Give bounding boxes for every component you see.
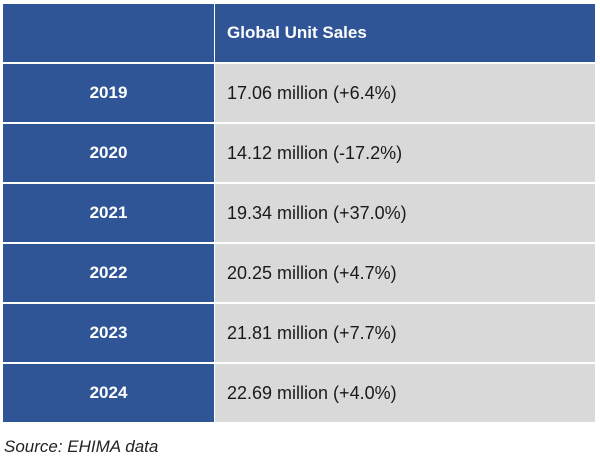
row-year-cell: 2024 (3, 364, 215, 424)
table-row: 2024 22.69 million (+4.0%) (3, 364, 596, 424)
table-row: 2021 19.34 million (+37.0%) (3, 184, 596, 244)
table-row: 2020 14.12 million (-17.2%) (3, 124, 596, 184)
sales-table: Global Unit Sales 2019 17.06 million (+6… (3, 4, 596, 424)
row-value-cell: 17.06 million (+6.4%) (215, 64, 596, 124)
row-year-cell: 2022 (3, 244, 215, 304)
row-value-cell: 22.69 million (+4.0%) (215, 364, 596, 424)
source-note: Source: EHIMA data (4, 437, 159, 456)
row-value-cell: 21.81 million (+7.7%) (215, 304, 596, 364)
row-year-cell: 2019 (3, 64, 215, 124)
row-value-cell: 20.25 million (+4.7%) (215, 244, 596, 304)
row-value-cell: 19.34 million (+37.0%) (215, 184, 596, 244)
row-year-cell: 2023 (3, 304, 215, 364)
row-year-cell: 2020 (3, 124, 215, 184)
column-header-global-unit-sales: Global Unit Sales (215, 4, 596, 64)
table-corner-cell (3, 4, 215, 64)
table-row: 2023 21.81 million (+7.7%) (3, 304, 596, 364)
table-row: 2019 17.06 million (+6.4%) (3, 64, 596, 124)
sales-table-container: Global Unit Sales 2019 17.06 million (+6… (3, 4, 596, 424)
row-value-cell: 14.12 million (-17.2%) (215, 124, 596, 184)
table-row: 2022 20.25 million (+4.7%) (3, 244, 596, 304)
table-header-row: Global Unit Sales (3, 4, 596, 64)
row-year-cell: 2021 (3, 184, 215, 244)
